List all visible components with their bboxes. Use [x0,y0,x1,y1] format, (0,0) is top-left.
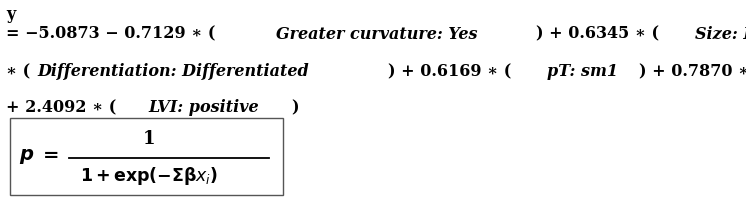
Text: Size: Large: Size: Large [695,26,746,43]
Text: ) + 0.6169 ∗ (: ) + 0.6169 ∗ ( [388,63,511,80]
Text: $\mathbf{1 + exp(-\Sigma\beta \mathit{x}_{\mathit{i}})}$: $\mathbf{1 + exp(-\Sigma\beta \mathit{x}… [80,165,219,187]
Text: ) + 0.6345 ∗ (: ) + 0.6345 ∗ ( [536,26,659,43]
Text: = −5.0873 − 0.7129 ∗ (: = −5.0873 − 0.7129 ∗ ( [6,26,216,43]
Text: ) + 0.7870 ∗ (: ) + 0.7870 ∗ ( [639,63,746,80]
Text: + 2.4092 ∗ (: + 2.4092 ∗ ( [6,99,116,116]
Text: ): ) [291,99,298,116]
Text: ∗ (: ∗ ( [6,63,31,80]
Text: Greater curvature: Yes: Greater curvature: Yes [276,26,477,43]
Text: =: = [43,148,59,165]
Text: 1: 1 [143,130,155,148]
FancyBboxPatch shape [10,118,283,195]
Text: y: y [6,6,15,23]
Text: LVI: positive: LVI: positive [148,99,259,116]
Text: Differentiation: Differentiated: Differentiation: Differentiated [37,63,309,80]
Text: pT: sm1: pT: sm1 [547,63,618,80]
Text: $\boldsymbol{p}$: $\boldsymbol{p}$ [19,147,34,166]
